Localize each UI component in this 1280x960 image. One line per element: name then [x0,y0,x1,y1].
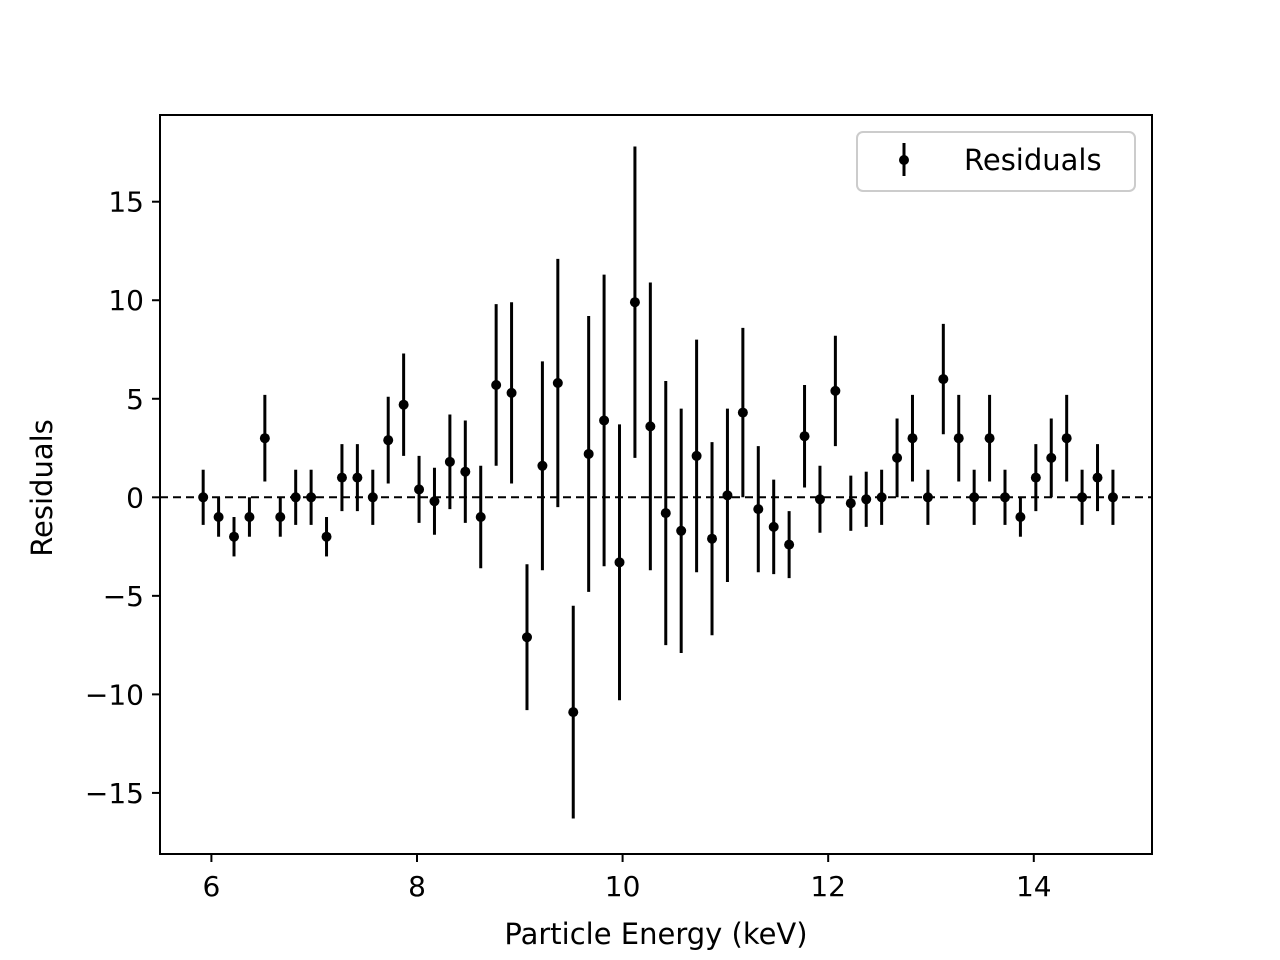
data-point[interactable] [275,512,286,523]
data-point[interactable] [799,431,810,442]
y-tick-label: 0 [126,481,144,514]
data-point[interactable] [876,492,887,503]
x-tick-label: 10 [605,870,641,903]
data-point[interactable] [892,452,903,463]
legend[interactable]: Residuals [856,131,1136,192]
data-point[interactable] [722,490,733,501]
data-point[interactable] [290,492,301,503]
x-tick-label: 14 [1016,870,1052,903]
data-point[interactable] [814,494,825,505]
data-point[interactable] [861,494,872,505]
data-point[interactable] [953,433,964,444]
legend-box [856,131,1136,192]
data-point[interactable] [244,512,255,523]
data-point[interactable] [629,297,640,308]
x-axis-ticks: 6 8 10 12 14 [202,854,1052,903]
data-point[interactable] [336,472,347,483]
y-axis-ticks: −15 −10 −5 0 5 10 15 [85,186,160,810]
y-tick-label: 5 [126,383,144,416]
data-point[interactable] [660,508,671,519]
data-point[interactable] [1046,452,1057,463]
data-point[interactable] [784,539,795,550]
axes-frame [159,114,1153,855]
data-point[interactable] [229,531,240,542]
data-point[interactable] [753,504,764,515]
data-point[interactable] [321,531,332,542]
data-point[interactable] [1107,492,1118,503]
data-point[interactable] [707,533,718,544]
data-point[interactable] [1015,512,1026,523]
data-point[interactable] [922,492,933,503]
data-point[interactable] [306,492,317,503]
data-point[interactable] [475,512,486,523]
data-point[interactable] [429,496,440,507]
data-point[interactable] [491,379,502,390]
point-layer [198,297,1118,718]
data-point[interactable] [1030,472,1041,483]
x-tick-label: 8 [408,870,426,903]
data-point[interactable] [521,632,532,643]
data-point[interactable] [599,415,610,426]
data-point[interactable] [383,435,394,446]
data-point[interactable] [352,472,363,483]
x-tick-label: 6 [202,870,220,903]
data-point[interactable] [537,460,548,471]
data-point[interactable] [845,498,856,509]
data-point[interactable] [367,492,378,503]
data-point[interactable] [676,525,687,536]
y-tick-label: 15 [108,186,144,219]
data-point[interactable] [1061,433,1072,444]
data-point[interactable] [213,512,224,523]
data-point[interactable] [568,707,579,718]
legend-marker-icon [899,155,909,165]
data-point[interactable] [938,374,949,385]
data-point[interactable] [1077,492,1088,503]
errorbar-layer [201,146,1115,819]
x-tick-label: 12 [810,870,846,903]
data-point[interactable] [614,557,625,568]
data-point[interactable] [737,407,748,418]
data-point[interactable] [259,433,270,444]
data-point[interactable] [583,448,594,459]
y-tick-label: −15 [85,777,144,810]
y-tick-label: −10 [85,678,144,711]
data-point[interactable] [506,387,517,398]
data-point[interactable] [768,521,779,532]
legend-label-residuals: Residuals [964,143,1102,177]
data-point[interactable] [691,450,702,461]
data-point[interactable] [414,484,425,495]
data-point[interactable] [398,399,409,410]
data-point[interactable] [999,492,1010,503]
data-point[interactable] [460,466,471,477]
y-tick-label: −5 [103,580,144,613]
data-point[interactable] [830,385,841,396]
data-point[interactable] [645,421,656,432]
data-point[interactable] [198,492,209,503]
y-axis-label: Residuals [25,419,59,557]
data-point[interactable] [552,378,563,389]
y-tick-label: 10 [108,284,144,317]
data-point[interactable] [984,433,995,444]
data-point[interactable] [907,433,918,444]
x-axis-label: Particle Energy (keV) [504,917,807,951]
data-point[interactable] [969,492,980,503]
data-point[interactable] [1092,472,1103,483]
data-point[interactable] [444,456,455,467]
